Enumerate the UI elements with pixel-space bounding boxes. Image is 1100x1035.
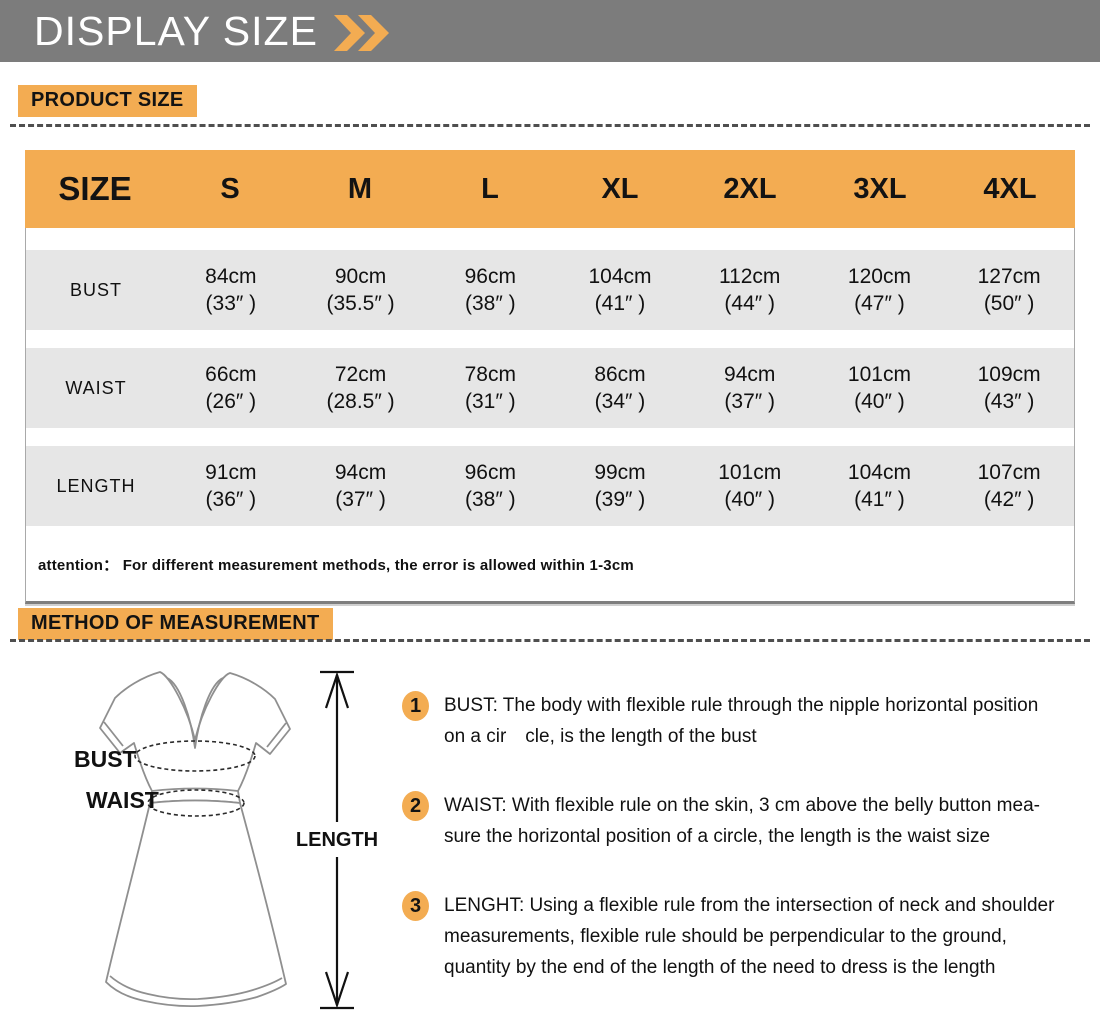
size-cell: 86cm (34″ ): [594, 362, 646, 413]
header-cell-4xl: 4XL: [983, 172, 1037, 205]
display-size-banner: DISPLAY SIZE: [0, 0, 1100, 62]
size-cell: 84cm (33″ ): [205, 264, 257, 315]
size-cell: 91cm (36″ ): [205, 460, 257, 511]
double-chevron-right-icon: [333, 14, 389, 51]
step-number-badge: 1: [402, 691, 429, 721]
header-cell-xl: XL: [601, 172, 639, 205]
size-cell: 104cm (41″ ): [588, 264, 652, 315]
measurement-steps: 1 BUST: The body with flexible rule thro…: [402, 690, 1054, 1021]
dashed-divider: [10, 639, 1090, 642]
step-number-badge: 3: [402, 891, 429, 921]
waist-diagram-label: WAIST: [86, 787, 159, 813]
method-of-measurement-label: METHOD OF MEASUREMENT: [18, 608, 333, 640]
product-size-label: PRODUCT SIZE: [18, 85, 197, 117]
bust-diagram-label: BUST: [74, 746, 137, 772]
step-text: LENGHT: Using a flexible rule from the i…: [444, 895, 1055, 978]
row-label: BUST: [69, 279, 122, 300]
size-cell: 78cm (31″ ): [464, 362, 516, 413]
size-cell: 96cm (38″ ): [464, 460, 516, 511]
row-label: WAIST: [65, 377, 127, 398]
step-item-bust: 1 BUST: The body with flexible rule thro…: [402, 690, 1054, 752]
size-cell: 109cm (43″ ): [977, 362, 1041, 413]
size-cell: 90cm (35.5″ ): [326, 264, 395, 315]
size-cell: 94cm (37″ ): [724, 362, 776, 413]
dashed-divider: [10, 124, 1090, 127]
size-cell: 120cm (47″ ): [847, 264, 911, 315]
size-cell: 94cm (37″ ): [334, 460, 387, 511]
table-body: BUST 84cm (33″ ) 90cm (35.5″ ) 96cm (38″ ) …: [25, 228, 1075, 604]
row-label: LENGTH: [56, 475, 136, 496]
size-cell: 127cm (50″ ): [977, 264, 1041, 315]
step-text: WAIST: With flexible rule on the skin, 3…: [444, 795, 1040, 847]
step-item-waist: 2 WAIST: With flexible rule on the skin,…: [402, 790, 1054, 852]
bust-dashline: [134, 740, 256, 772]
header-cell-size: SIZE: [58, 170, 132, 207]
dress-illustration: [99, 671, 291, 1008]
step-text: BUST: The body with flexible rule throug…: [444, 695, 1039, 747]
header-cell-l: L: [481, 172, 499, 205]
table-row-bust: BUST 84cm (33″ ) 90cm (35.5″ ) 96cm (38″ ) …: [26, 250, 1074, 330]
size-cell: 104cm (41″ ): [847, 460, 911, 511]
table-header-row: SIZE S M L XL 2XL 3XL 4XL: [25, 150, 1075, 228]
size-cell: 66cm (26″ ): [205, 362, 257, 413]
size-table: SIZE S M L XL 2XL 3XL 4XL BUST 84cm (33″ …: [25, 150, 1075, 604]
size-cell: 107cm (42″ ): [977, 460, 1041, 511]
measurement-diagram: BUST WAIST LENGTH: [74, 670, 378, 1010]
header-cell-s: S: [220, 172, 240, 205]
step-item-length: 3 LENGHT: Using a flexible rule from the…: [402, 890, 1054, 983]
table-row-waist: WAIST 66cm (26″ ) 72cm (28.5″ ) 78cm (31″ )…: [26, 348, 1074, 428]
table-row-length: LENGTH 91cm (36″ ) 94cm (37″ ) 96cm (38″ ) …: [26, 446, 1074, 526]
size-cell: 99cm (39″ ): [594, 460, 646, 511]
header-cell-m: M: [347, 172, 373, 205]
header-cell-2xl: 2XL: [723, 172, 777, 205]
size-cell: 101cm (40″ ): [847, 362, 911, 413]
size-cell: 72cm (28.5″ ): [326, 362, 395, 413]
size-cell: 96cm (38″ ): [464, 264, 516, 315]
banner-title: DISPLAY SIZE: [34, 7, 318, 54]
length-arrow: [320, 670, 354, 1010]
attention-note: attention： For different measurement met…: [38, 557, 634, 574]
waist-dashline: [147, 789, 245, 817]
size-cell: 112cm (44″ ): [718, 264, 781, 315]
header-cell-3xl: 3XL: [853, 172, 907, 205]
step-number-badge: 2: [402, 791, 429, 821]
length-diagram-label: LENGTH: [296, 829, 378, 851]
size-cell: 101cm (40″ ): [718, 460, 782, 511]
